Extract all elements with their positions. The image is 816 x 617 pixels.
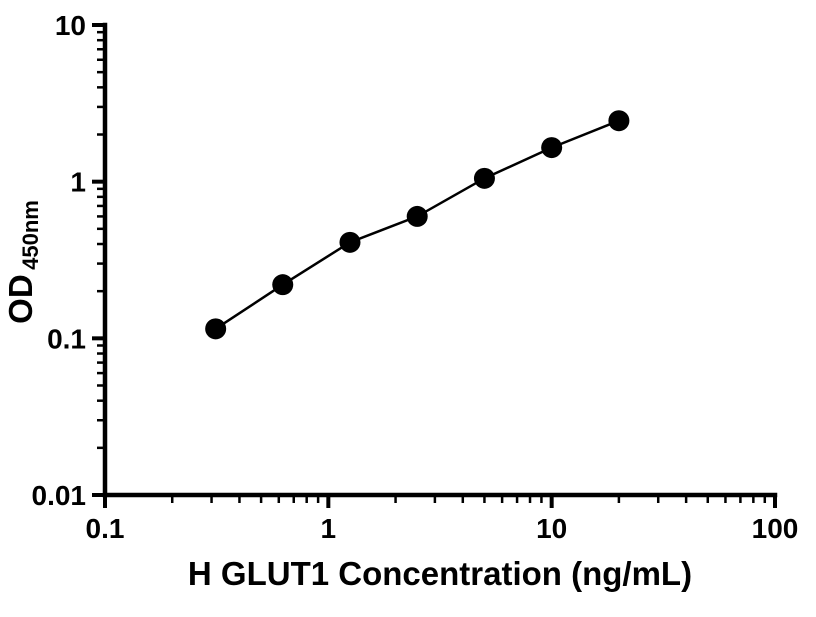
y-tick-label: 1 [70, 167, 86, 198]
x-tick-label: 0.1 [86, 513, 125, 544]
data-point [339, 231, 361, 253]
y-axis-title-subscript: 450nm [18, 200, 43, 270]
y-axis-title-main: OD [2, 274, 39, 324]
data-point [205, 318, 227, 340]
data-point [272, 274, 294, 296]
y-tick-label: 0.1 [47, 323, 86, 354]
y-axis-title: OD 450nm [2, 200, 43, 324]
data-point [608, 110, 630, 132]
x-tick-label: 1 [321, 513, 337, 544]
x-axis-title: H GLUT1 Concentration (ng/mL) [188, 555, 692, 592]
data-point [406, 205, 428, 227]
x-tick-label: 100 [752, 513, 799, 544]
y-tick-label: 10 [55, 10, 86, 41]
y-tick-label: 0.01 [32, 480, 87, 511]
data-point [473, 167, 495, 189]
data-point [541, 137, 563, 159]
x-tick-label: 10 [536, 513, 567, 544]
